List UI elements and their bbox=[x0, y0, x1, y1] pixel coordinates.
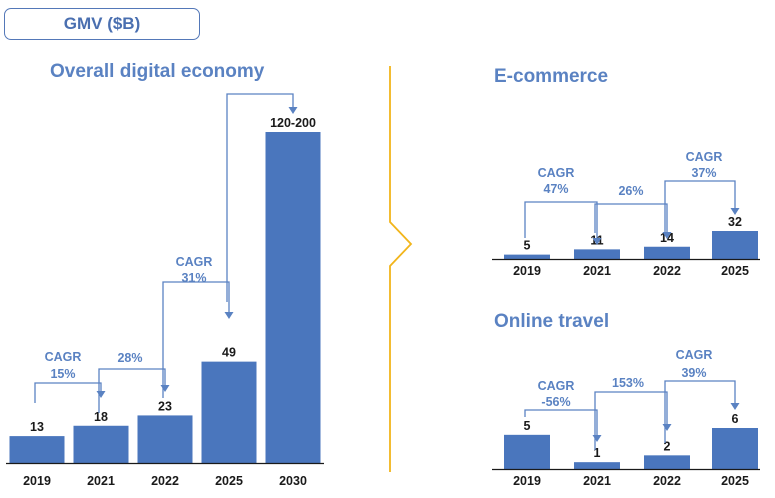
bar-2022 bbox=[644, 246, 690, 259]
cagr-bracket-2022-2025 bbox=[664, 180, 736, 236]
cagr-label-2019-2021: CAGR bbox=[538, 166, 575, 180]
category-label-2021: 2021 bbox=[87, 474, 115, 488]
cagr-bracket-2025-2030 bbox=[226, 93, 294, 302]
cagr-label-2019-2021: -56% bbox=[541, 395, 570, 409]
category-label-2022: 2022 bbox=[151, 474, 179, 488]
bar-2022 bbox=[137, 415, 193, 463]
value-label-2030: 120-200 bbox=[270, 116, 316, 130]
cagr-label-2022-2025: CAGR bbox=[176, 255, 213, 269]
cagr-label-2022-2025: 31% bbox=[181, 271, 206, 285]
category-label-2019: 2019 bbox=[513, 474, 541, 488]
bar-2025 bbox=[201, 361, 257, 463]
divider-line bbox=[389, 66, 413, 472]
category-label-2025: 2025 bbox=[721, 474, 749, 488]
cagr-arrowhead-2022-2025 bbox=[730, 208, 740, 215]
cagr-label-2022-2025: CAGR bbox=[686, 150, 723, 164]
category-label-2019: 2019 bbox=[23, 474, 51, 488]
cagr-label-2021-2022: 28% bbox=[117, 351, 142, 365]
cagr-label-2019-2021: CAGR bbox=[45, 350, 82, 364]
cagr-bracket-2022-2025 bbox=[664, 380, 736, 443]
cagr-bracket-2019-2021 bbox=[34, 382, 102, 403]
bar-2019 bbox=[504, 254, 550, 259]
category-label-2022: 2022 bbox=[653, 474, 681, 488]
cagr-label-2022-2025: 39% bbox=[681, 366, 706, 380]
gmv-badge: GMV ($B) bbox=[4, 8, 200, 40]
category-label-2025: 2025 bbox=[721, 264, 749, 278]
cagr-label-2022-2025: CAGR bbox=[676, 348, 713, 362]
bar-2019 bbox=[9, 436, 65, 463]
cagr-label-2019-2021: 47% bbox=[543, 182, 568, 196]
value-label-2025: 6 bbox=[732, 412, 739, 426]
cagr-label-2019-2021: 15% bbox=[50, 367, 75, 381]
bar-2025 bbox=[712, 231, 758, 259]
value-label-2021: 1 bbox=[594, 446, 601, 460]
value-label-2021: 18 bbox=[94, 410, 108, 424]
value-label-2025: 32 bbox=[728, 215, 742, 229]
value-label-2019: 13 bbox=[30, 420, 44, 434]
value-label-2019: 5 bbox=[524, 419, 531, 433]
category-label-2021: 2021 bbox=[583, 264, 611, 278]
category-label-2019: 2019 bbox=[513, 264, 541, 278]
cagr-bracket-2019-2021 bbox=[524, 201, 598, 239]
cagr-bracket-2022-2025 bbox=[162, 281, 230, 398]
cagr-bracket-2021-2022 bbox=[594, 391, 668, 450]
category-label-2021: 2021 bbox=[583, 474, 611, 488]
cagr-arrowhead-2025-2030 bbox=[288, 107, 298, 114]
cagr-label-2021-2022: 26% bbox=[618, 184, 643, 198]
cagr-bracket-2021-2022 bbox=[98, 368, 166, 413]
category-label-2022: 2022 bbox=[653, 264, 681, 278]
cagr-arrowhead-2019-2021 bbox=[592, 435, 602, 442]
cagr-label-2021-2022: 153% bbox=[612, 376, 644, 390]
cagr-label-2022-2025: 37% bbox=[691, 166, 716, 180]
bar-2021 bbox=[574, 462, 620, 469]
bar-2022 bbox=[644, 455, 690, 469]
cagr-bracket-2019-2021 bbox=[524, 409, 598, 436]
category-label-2025: 2025 bbox=[215, 474, 243, 488]
cagr-arrowhead-2019-2021 bbox=[592, 238, 602, 245]
bar-2021 bbox=[73, 425, 129, 463]
value-label-2025: 49 bbox=[222, 346, 236, 360]
category-label-2030: 2030 bbox=[279, 474, 307, 488]
value-label-2019: 5 bbox=[524, 239, 531, 253]
ecommerce-title: E-commerce bbox=[494, 66, 609, 87]
bar-2019 bbox=[504, 434, 550, 469]
cagr-arrowhead-2022-2025 bbox=[224, 312, 234, 319]
value-label-2022: 23 bbox=[158, 399, 172, 413]
overall-title: Overall digital economy bbox=[50, 61, 265, 82]
travel-title: Online travel bbox=[494, 311, 610, 332]
bar-2021 bbox=[574, 249, 620, 259]
cagr-arrowhead-2022-2025 bbox=[730, 403, 740, 410]
cagr-bracket-2021-2022 bbox=[594, 203, 668, 233]
value-label-2022: 2 bbox=[664, 439, 671, 453]
bar-2025 bbox=[712, 428, 758, 469]
cagr-arrowhead-2021-2022 bbox=[662, 424, 672, 431]
bar-2030 bbox=[265, 132, 321, 463]
cagr-label-2019-2021: CAGR bbox=[538, 379, 575, 393]
